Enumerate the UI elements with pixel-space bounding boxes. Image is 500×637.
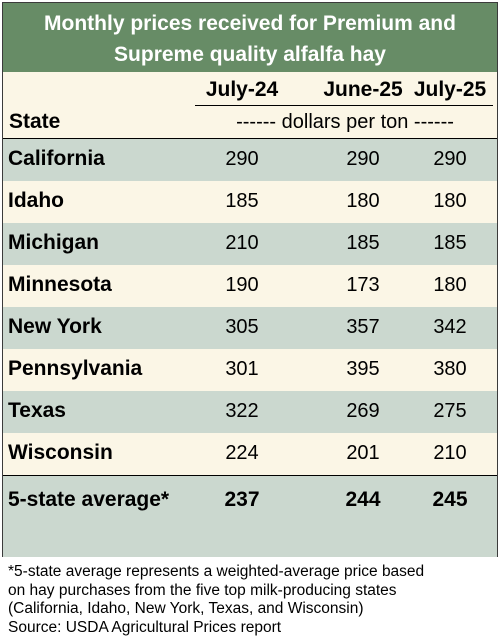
price-cell: 380: [403, 358, 497, 381]
price-cell: 290: [316, 148, 410, 171]
price-cell: 275: [403, 400, 497, 423]
footnote-line-3: (California, Idaho, New York, Texas, and…: [8, 600, 498, 619]
column-header-july-24: July-24: [195, 78, 289, 102]
price-cell: 190: [195, 274, 289, 297]
price-cell: 357: [316, 316, 410, 339]
table-title-line-1: Monthly prices received for Premium and: [3, 8, 497, 39]
source-line: Source: USDA Agricultural Prices report: [8, 619, 498, 637]
column-header-june-25: June-25: [316, 78, 410, 102]
price-cell: 305: [195, 316, 289, 339]
price-cell: 173: [316, 274, 410, 297]
units-label: ------ dollars per ton ------: [195, 111, 495, 134]
price-cell: 180: [316, 190, 410, 213]
table-title-band: Monthly prices received for Premium and …: [3, 3, 497, 72]
column-header-rule: [195, 105, 493, 106]
price-cell: 224: [195, 442, 289, 465]
price-cell: 185: [403, 232, 497, 255]
footnote-line-2: on hay purchases from the five top milk-…: [8, 582, 498, 601]
price-cell: 269: [316, 400, 410, 423]
price-cell: 322: [195, 400, 289, 423]
price-cell: 342: [403, 316, 497, 339]
price-table: Monthly prices received for Premium and …: [2, 2, 498, 557]
footnote-line-1: *5-state average represents a weighted-a…: [8, 563, 498, 582]
price-cell: 237: [195, 488, 289, 512]
state-name: Michigan: [8, 231, 99, 255]
price-cell: 180: [403, 190, 497, 213]
state-name: Pennsylvania: [8, 357, 142, 381]
state-name: Wisconsin: [8, 441, 113, 465]
state-name: California: [8, 147, 105, 171]
state-name: Minnesota: [8, 273, 112, 297]
state-name: Texas: [8, 399, 66, 423]
price-cell: 301: [195, 358, 289, 381]
price-cell: 185: [316, 232, 410, 255]
price-cell: 290: [403, 148, 497, 171]
state-name: Idaho: [8, 189, 64, 213]
state-name: 5-state average*: [8, 488, 169, 512]
price-cell: 245: [403, 488, 497, 512]
price-cell: 201: [316, 442, 410, 465]
price-cell: 210: [195, 232, 289, 255]
state-name: New York: [8, 315, 102, 339]
footnote: *5-state average represents a weighted-a…: [8, 563, 498, 637]
price-cell: 244: [316, 488, 410, 512]
price-cell: 180: [403, 274, 497, 297]
table-title-line-2: Supreme quality alfalfa hay: [3, 39, 497, 70]
price-cell: 210: [403, 442, 497, 465]
price-cell: 290: [195, 148, 289, 171]
state-column-header: State: [9, 110, 60, 134]
price-cell: 395: [316, 358, 410, 381]
column-header-july-25: July-25: [403, 78, 497, 102]
price-cell: 185: [195, 190, 289, 213]
